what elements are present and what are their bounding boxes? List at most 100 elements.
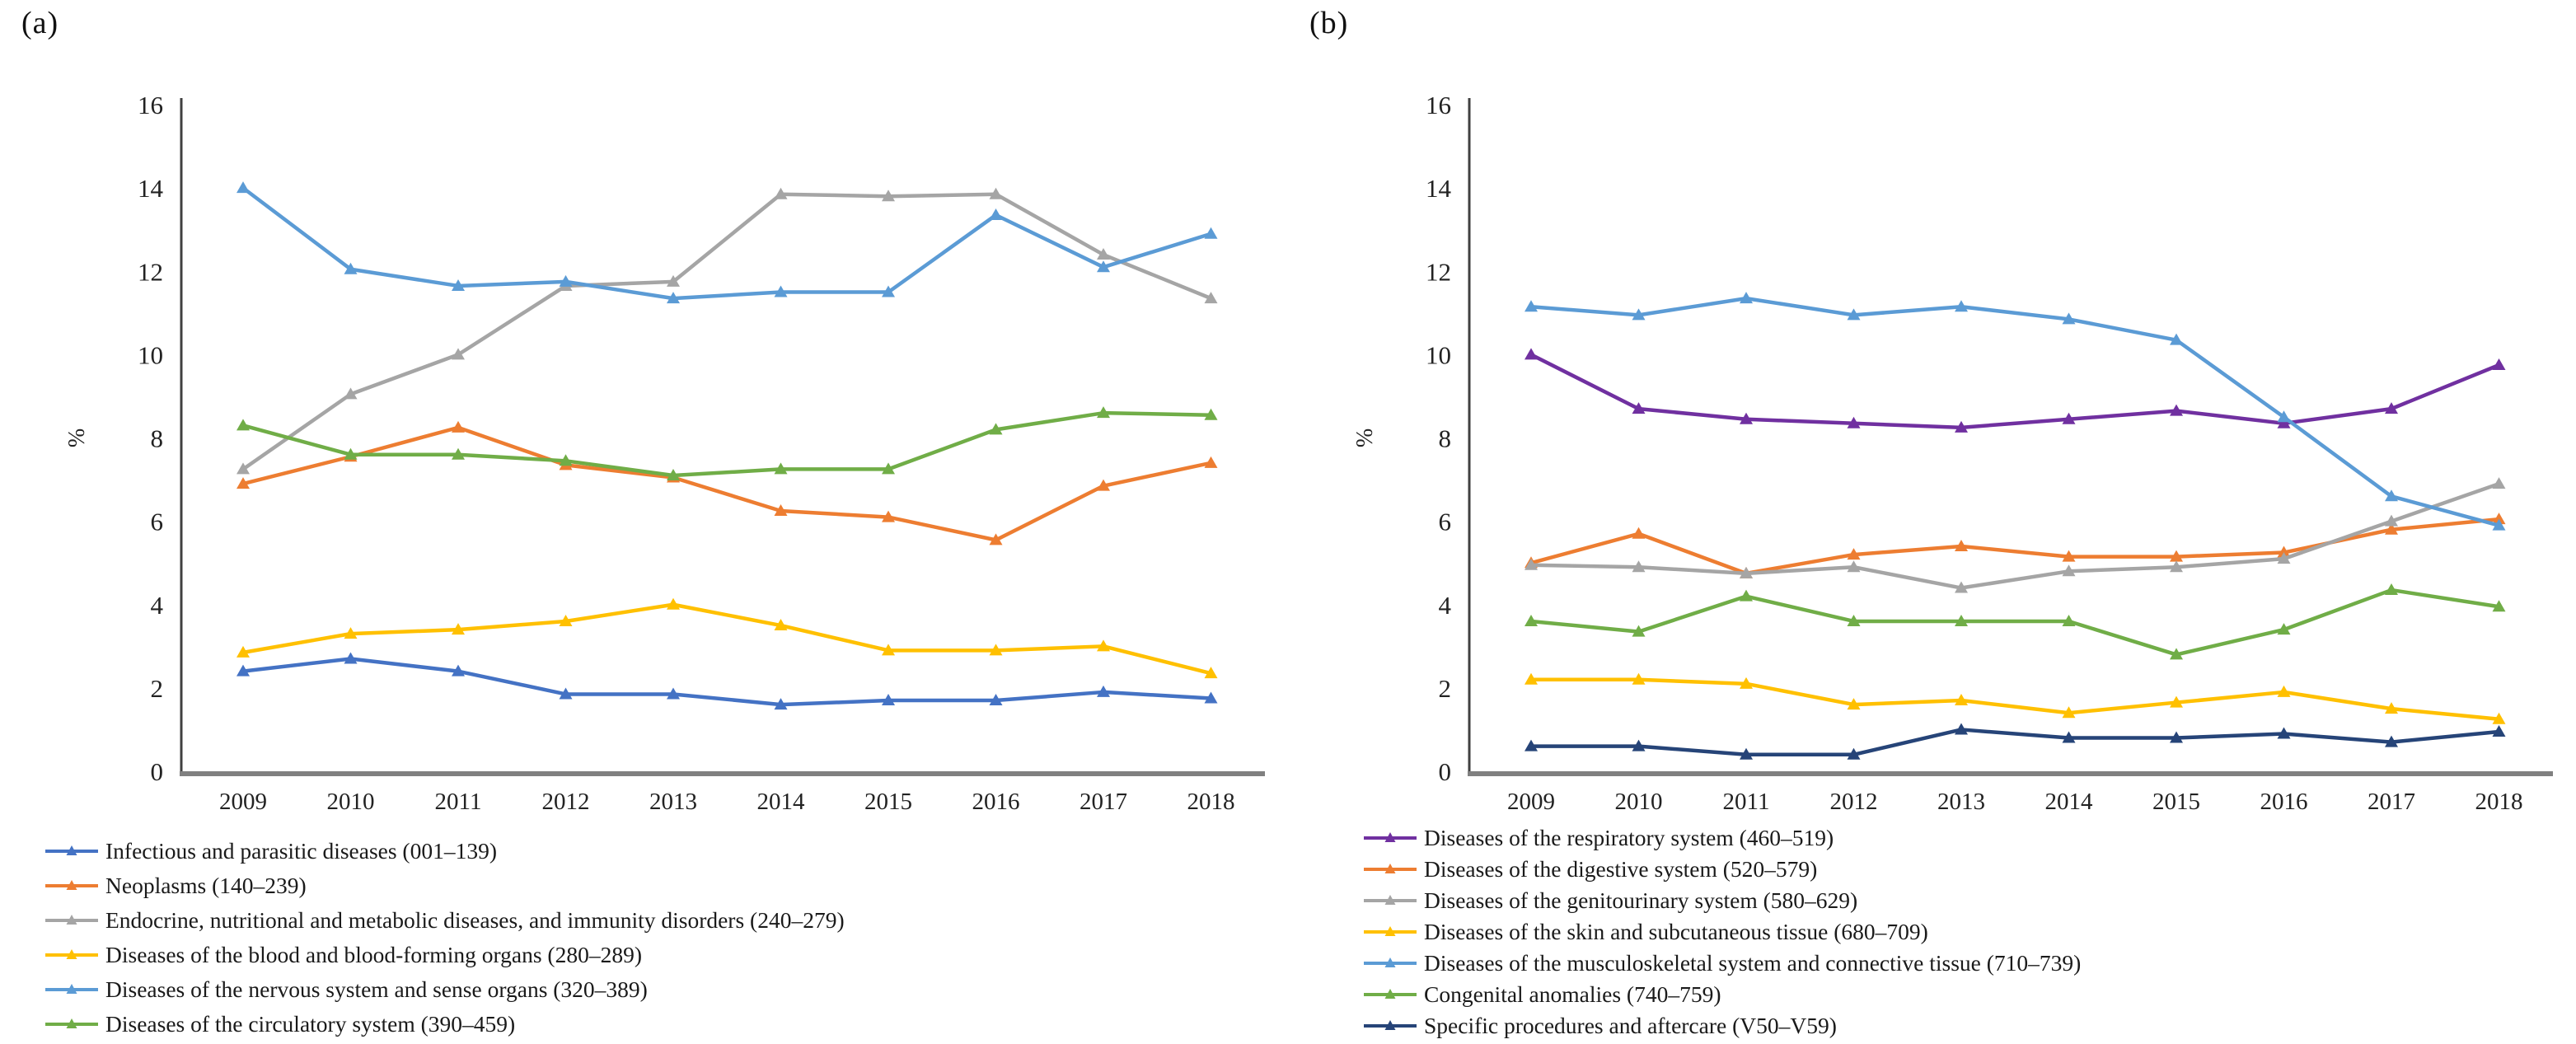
data-point-marker bbox=[2277, 410, 2291, 423]
data-point-marker bbox=[1525, 300, 1538, 312]
data-point-marker bbox=[2277, 727, 2291, 739]
x-tick-label: 2011 bbox=[435, 789, 482, 815]
legend-item: Diseases of the digestive system (520–57… bbox=[1364, 854, 2081, 885]
y-tick-label: 12 bbox=[138, 257, 163, 286]
data-point-marker bbox=[237, 181, 250, 194]
data-point-marker bbox=[882, 644, 895, 656]
x-tick-label: 2013 bbox=[649, 789, 697, 815]
data-point-marker bbox=[1204, 667, 1218, 679]
data-point-marker bbox=[2170, 648, 2183, 660]
data-point-marker bbox=[452, 447, 465, 460]
data-point-marker bbox=[2170, 550, 2183, 562]
series-line bbox=[1529, 728, 2501, 757]
legend-label: Diseases of the genitourinary system (58… bbox=[1424, 887, 1858, 913]
data-point-marker bbox=[989, 694, 1003, 706]
data-point-marker bbox=[1955, 694, 1968, 706]
data-point-marker bbox=[882, 190, 895, 202]
data-point-marker bbox=[452, 420, 465, 433]
data-point-marker bbox=[344, 627, 358, 639]
data-point-marker bbox=[2277, 623, 2291, 635]
data-point-marker bbox=[1955, 614, 1968, 626]
data-point-marker bbox=[774, 619, 788, 631]
x-tick-label: 2018 bbox=[1187, 789, 1235, 815]
legend-marker-icon bbox=[1364, 864, 1417, 873]
legend-item: Diseases of the skin and subcutaneous ti… bbox=[1364, 916, 2081, 948]
x-tick-label: 2012 bbox=[1830, 789, 1878, 815]
y-tick-label: 16 bbox=[138, 91, 163, 119]
data-point-marker bbox=[2492, 712, 2506, 724]
data-point-marker bbox=[1632, 402, 1646, 414]
y-tick-label: 10 bbox=[1426, 340, 1451, 369]
data-point-marker bbox=[1525, 558, 1538, 570]
data-point-marker bbox=[989, 533, 1003, 545]
data-point-marker bbox=[452, 279, 465, 291]
data-point-marker bbox=[1632, 672, 1646, 685]
panel-b-label: (b) bbox=[1309, 6, 1349, 40]
series-line bbox=[1529, 517, 2501, 576]
line-chart-a: 0 2 4 6 8 10 12 14 16% 2009 2010 2011 2012 2013 2014 20… bbox=[64, 91, 1265, 815]
data-point-marker bbox=[2492, 513, 2506, 525]
legend-label: Diseases of the digestive system (520–57… bbox=[1424, 856, 1818, 882]
legend-item: Diseases of the genitourinary system (58… bbox=[1364, 885, 2081, 916]
y-tick-label: 16 bbox=[1426, 91, 1451, 119]
legend-item: Diseases of the circulatory system (390–… bbox=[45, 1007, 845, 1042]
data-point-marker bbox=[1847, 308, 1861, 321]
data-point-marker bbox=[774, 187, 788, 199]
data-point-marker bbox=[667, 597, 680, 610]
data-point-marker bbox=[667, 687, 680, 700]
x-tick-label: 2013 bbox=[1937, 789, 1985, 815]
data-point-marker bbox=[774, 503, 788, 516]
legend-item: Diseases of the respiratory system (460–… bbox=[1364, 822, 2081, 854]
series-line bbox=[241, 657, 1213, 707]
legend-b: Diseases of the respiratory system (460–… bbox=[1364, 822, 2081, 1042]
data-point-marker bbox=[2385, 522, 2398, 535]
legend-marker-icon bbox=[1364, 989, 1417, 999]
data-point-marker bbox=[1525, 348, 1538, 360]
data-point-marker bbox=[1097, 639, 1110, 652]
data-point-marker bbox=[882, 510, 895, 522]
data-point-marker bbox=[2062, 614, 2076, 626]
data-point-marker bbox=[2062, 706, 2076, 719]
legend-marker-icon bbox=[45, 1018, 98, 1028]
data-point-marker bbox=[1097, 479, 1110, 491]
y-tick-label: 4 bbox=[1439, 591, 1452, 620]
panel-a-label: (a) bbox=[21, 6, 59, 40]
x-tick-label: 2017 bbox=[1080, 789, 1127, 815]
y-tick-label: 8 bbox=[151, 424, 164, 453]
x-tick-label: 2009 bbox=[219, 789, 267, 815]
legend-item: Infectious and parasitic diseases (001–1… bbox=[45, 834, 845, 868]
x-tick-label: 2016 bbox=[2260, 789, 2308, 815]
legend-marker-icon bbox=[45, 880, 98, 890]
data-point-marker bbox=[452, 623, 465, 635]
panel-b: (b) 0 2 4 6 8 10 12 14 16% 2009 2010 2011 2012 2013 20… bbox=[1288, 0, 2576, 1044]
data-point-marker bbox=[1632, 739, 1646, 751]
legend-label: Neoplasms (140–239) bbox=[105, 873, 307, 898]
data-point-marker bbox=[237, 419, 250, 431]
legend-marker-icon bbox=[45, 915, 98, 925]
legend-label: Endocrine, nutritional and metabolic dis… bbox=[105, 907, 845, 933]
data-point-marker bbox=[1204, 456, 1218, 468]
data-point-marker bbox=[882, 462, 895, 475]
y-tick-label: 6 bbox=[1439, 508, 1452, 536]
data-point-marker bbox=[1740, 589, 1753, 602]
y-tick-label: 2 bbox=[151, 674, 164, 703]
data-point-marker bbox=[1847, 560, 1861, 573]
data-point-marker bbox=[237, 477, 250, 489]
data-point-marker bbox=[774, 462, 788, 475]
x-tick-label: 2014 bbox=[757, 789, 806, 815]
data-point-marker bbox=[559, 687, 573, 700]
y-tick-label: 0 bbox=[1439, 757, 1452, 786]
legend-marker-icon bbox=[1364, 1020, 1417, 1030]
data-point-marker bbox=[1847, 548, 1861, 560]
data-point-marker bbox=[2277, 545, 2291, 558]
legend-marker-icon bbox=[45, 949, 98, 959]
data-point-marker bbox=[2170, 731, 2183, 743]
data-point-marker bbox=[2492, 518, 2506, 531]
data-point-marker bbox=[1955, 420, 1968, 433]
data-point-marker bbox=[2062, 550, 2076, 562]
legend-marker-icon bbox=[1364, 832, 1417, 842]
x-tick-label: 2016 bbox=[972, 789, 1020, 815]
data-point-marker bbox=[1097, 685, 1110, 697]
data-point-marker bbox=[559, 614, 573, 626]
x-tick-label: 2010 bbox=[1615, 789, 1663, 815]
